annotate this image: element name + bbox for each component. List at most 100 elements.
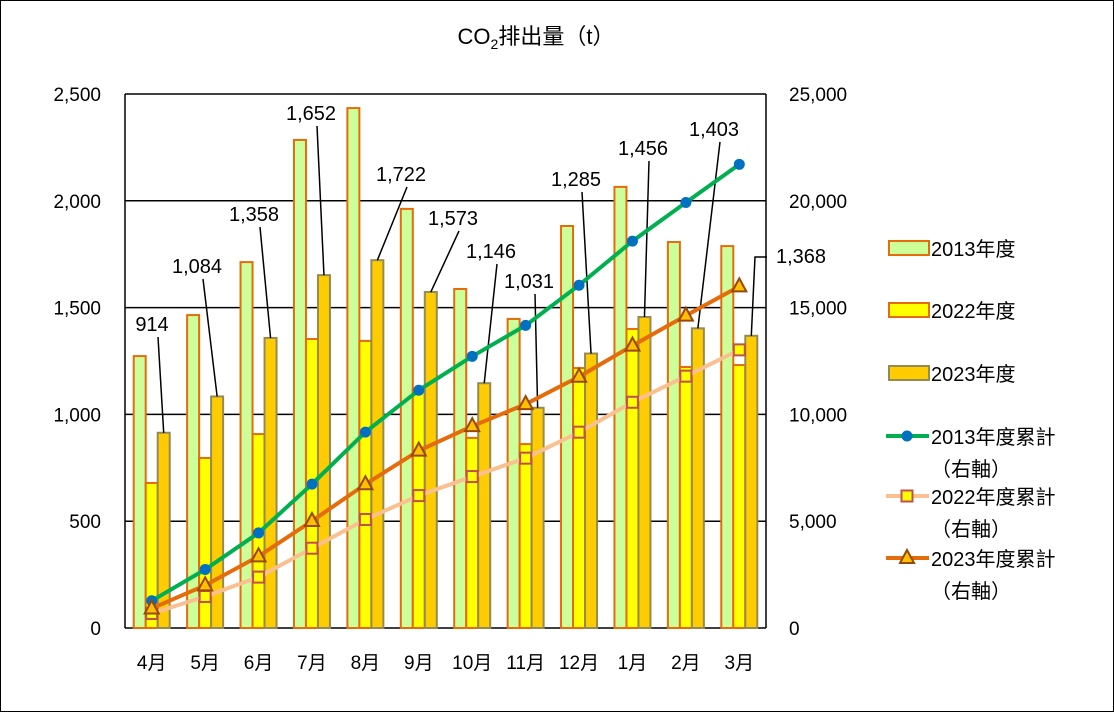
bar-2022年度-9月	[411, 387, 426, 629]
leader-line	[157, 336, 165, 433]
legend-swatch	[888, 365, 930, 381]
x-tick-label: 3月	[725, 653, 755, 674]
legend-label: 2023年度	[931, 363, 1016, 386]
data-label: 1,456	[618, 138, 668, 160]
line-2022年度累計	[151, 348, 741, 616]
x-tick-label: 7月	[297, 653, 327, 674]
leader-line	[259, 226, 272, 339]
marker-2023年度累計-11月	[516, 394, 535, 411]
x-tick-label: 9月	[404, 653, 434, 674]
legend-marker	[898, 547, 916, 564]
bar-2023年度-3月	[744, 334, 759, 629]
bar-2022年度-3月	[732, 364, 747, 629]
right-tick-label: 15,000	[789, 299, 847, 320]
legend-marker	[901, 430, 913, 442]
right-tick-label: 10,000	[789, 405, 847, 426]
data-label: 1,084	[172, 256, 222, 278]
bar-2013年度-11月	[506, 317, 521, 629]
marker-2023年度累計-10月	[463, 416, 481, 433]
marker-2023年度累計-5月	[196, 575, 214, 592]
marker-2023年度累計-6月	[249, 546, 268, 563]
legend-swatch	[888, 302, 930, 318]
marker-2022年度累計-2月	[679, 369, 693, 383]
marker-2022年度累計-12月	[572, 425, 586, 439]
marker-2022年度累計-7月	[305, 541, 319, 555]
marker-2013年度累計-9月	[413, 384, 425, 396]
data-label: 1,285	[551, 169, 601, 191]
bar-2013年度-2月	[666, 241, 681, 629]
legend-label: 2013年度	[931, 238, 1016, 261]
marker-2023年度累計-4月	[143, 598, 161, 615]
marker-2013年度累計-2月	[680, 197, 692, 209]
x-tick-label: 2月	[671, 653, 701, 674]
legend-label-axis: （右軸）	[931, 518, 1011, 541]
marker-2023年度累計-1月	[623, 335, 642, 352]
bar-2023年度-4月	[156, 431, 171, 629]
legend-label: 2023年度累計	[931, 548, 1056, 571]
bar-2013年度-3月	[720, 245, 735, 630]
marker-2022年度累計-9月	[412, 489, 426, 503]
data-label: 1,031	[504, 271, 554, 293]
left-tick-label: 2,500	[53, 85, 101, 106]
marker-2013年度累計-10月	[466, 350, 478, 362]
marker-2022年度累計-3月	[732, 343, 746, 357]
legend-label: 2022年度	[931, 300, 1016, 323]
line-2013年度累計	[150, 162, 741, 603]
legend-swatch	[888, 240, 930, 256]
leader-line	[316, 125, 325, 276]
legend-label-axis: （右軸）	[931, 580, 1011, 603]
bar-2013年度-4月	[132, 355, 147, 629]
data-label: 1,146	[466, 241, 516, 263]
leader-line	[697, 141, 721, 329]
marker-2013年度累計-5月	[199, 564, 211, 576]
x-tick-label: 5月	[190, 653, 220, 674]
right-tick-label: 0	[789, 619, 800, 640]
bar-2013年度-6月	[239, 261, 254, 629]
data-label: 1,573	[428, 208, 478, 230]
leader-line	[430, 230, 460, 293]
line-2023年度累計	[150, 284, 741, 611]
left-tick-label: 2,000	[53, 192, 101, 213]
marker-2022年度累計-8月	[358, 512, 372, 526]
marker-2013年度累計-11月	[520, 319, 532, 331]
chart-title: CO2排出量（t）	[458, 24, 615, 52]
bar-2022年度-11月	[518, 443, 533, 629]
bar-2013年度-8月	[346, 107, 361, 630]
marker-2023年度累計-7月	[303, 510, 321, 528]
marker-2023年度累計-3月	[730, 276, 748, 293]
bar-2023年度-12月	[584, 352, 599, 629]
marker-2022年度累計-1月	[625, 395, 639, 409]
marker-2022年度累計-11月	[519, 451, 533, 465]
x-tick-label: 8月	[351, 653, 381, 674]
data-label: 1,403	[689, 119, 739, 141]
marker-2023年度累計-9月	[410, 440, 428, 457]
legend-label: 2013年度累計	[931, 426, 1056, 449]
leader-line	[750, 256, 767, 336]
x-tick-label: 6月	[244, 653, 274, 674]
bar-2022年度-12月	[572, 367, 587, 629]
x-tick-label: 11月	[506, 653, 545, 674]
leader-line	[202, 278, 218, 397]
bar-2022年度-2月	[678, 365, 693, 629]
left-tick-label: 0	[90, 619, 101, 640]
x-tick-label: 10月	[452, 653, 492, 674]
data-label: 1,722	[376, 164, 426, 186]
bar-2023年度-6月	[263, 336, 278, 629]
x-tick-label: 12月	[559, 653, 599, 674]
marker-2013年度累計-6月	[253, 527, 265, 539]
legend-label-axis: （右軸）	[931, 458, 1011, 481]
leader-line	[643, 160, 650, 318]
marker-2023年度累計-8月	[356, 474, 375, 491]
bar-2013年度-10月	[453, 288, 468, 629]
marker-2022年度累計-10月	[465, 470, 479, 484]
bar-2022年度-10月	[465, 436, 480, 629]
bar-2023年度-8月	[370, 259, 385, 629]
right-tick-label: 5,000	[789, 512, 837, 533]
legend-label: 2022年度累計	[931, 486, 1056, 509]
bar-2022年度-1月	[625, 327, 640, 629]
marker-2013年度累計-8月	[359, 426, 371, 438]
data-label: 1,358	[229, 204, 279, 226]
left-tick-label: 500	[69, 512, 101, 533]
right-tick-label: 25,000	[789, 85, 847, 106]
